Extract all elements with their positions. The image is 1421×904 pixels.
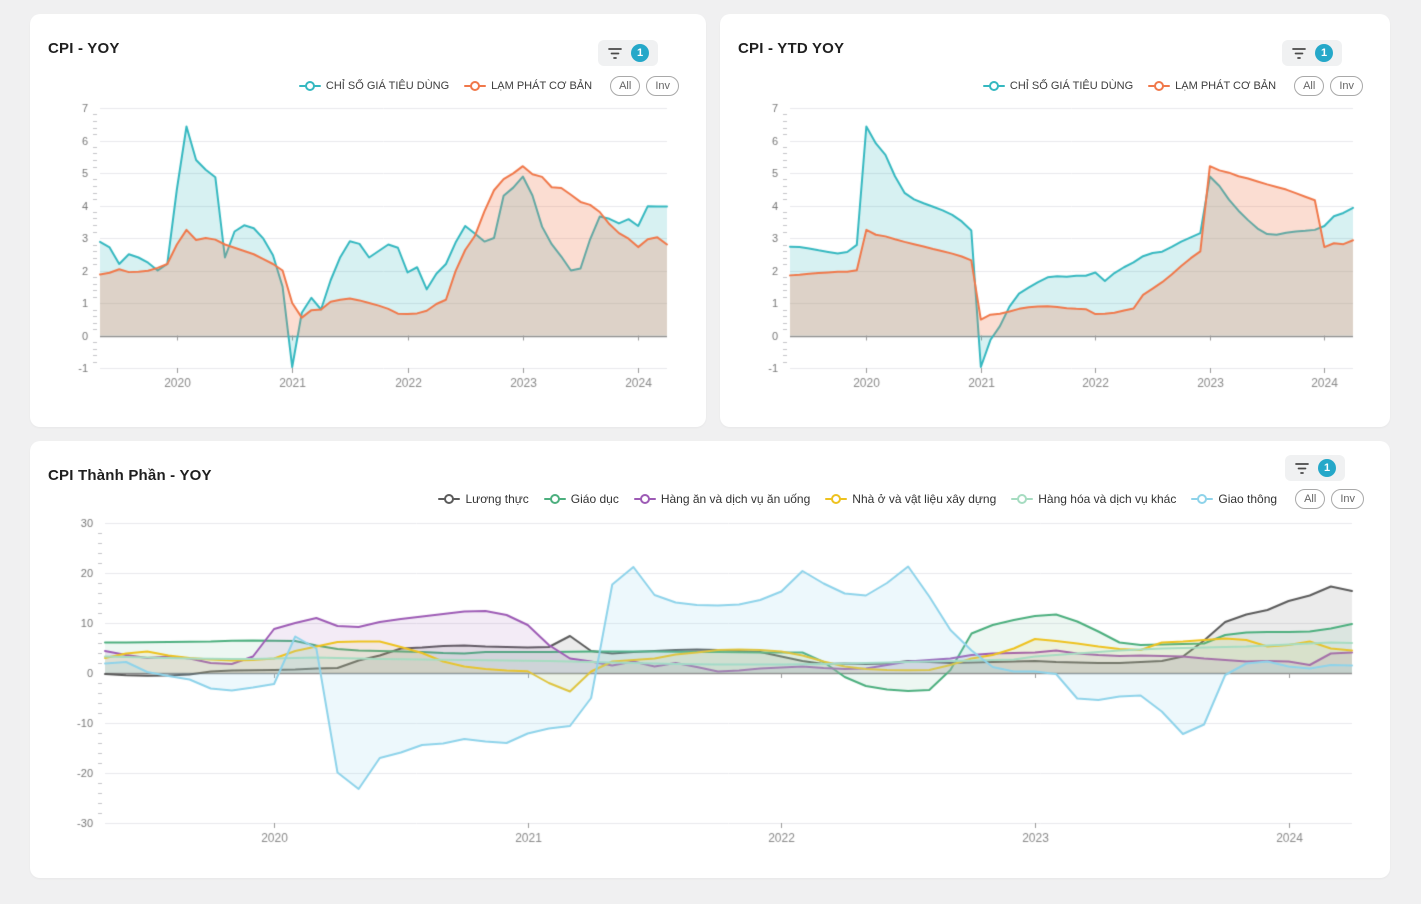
legend-line-marker-icon (464, 80, 487, 92)
legend-line-marker-icon (438, 493, 461, 505)
legend-item-5[interactable]: Giao thông (1191, 492, 1277, 506)
panel-title: CPI - YOY (48, 40, 120, 57)
filter-button[interactable]: 1 (1282, 40, 1342, 66)
legend-line-marker-icon (1148, 80, 1171, 92)
filter-count-badge: 1 (631, 44, 649, 62)
filter-count-badge: 1 (1318, 459, 1336, 477)
legend-label: Nhà ở và vật liệu xây dựng (852, 492, 997, 506)
panel-title: CPI Thành Phần - YOY (48, 467, 212, 484)
cpi-ytd-yoy-chart[interactable] (720, 14, 1390, 427)
filter-button[interactable]: 1 (598, 40, 658, 66)
legend-label: Giao thông (1218, 492, 1278, 506)
legend-item-0[interactable]: Lương thực (438, 492, 529, 506)
legend-line-marker-icon (1191, 493, 1214, 505)
legend-label: CHỈ SỐ GIÁ TIÊU DÙNG (325, 80, 450, 92)
legend-item-0[interactable]: CHỈ SỐ GIÁ TIÊU DÙNG (298, 80, 450, 92)
filter-icon (1292, 47, 1306, 59)
legend-item-1[interactable]: Giáo dục (543, 492, 619, 506)
legend: CHỈ SỐ GIÁ TIÊU DÙNG LẠM PHÁT CƠ BẢN All In… (298, 76, 679, 96)
legend-label: Giáo dục (570, 492, 619, 506)
legend: Lương thực Giáo dục Hàng ăn và dịch vụ ăn … (438, 489, 1364, 509)
cpi-yoy-chart[interactable] (30, 14, 706, 427)
legend-item-4[interactable]: Hàng hóa và dịch vụ khác (1011, 492, 1176, 506)
legend-all-button[interactable]: All (1295, 489, 1326, 509)
legend-item-3[interactable]: Nhà ở và vật liệu xây dựng (825, 492, 996, 506)
filter-icon (608, 47, 622, 59)
legend-label: LẠM PHÁT CƠ BẢN (491, 80, 593, 92)
legend: CHỈ SỐ GIÁ TIÊU DÙNG LẠM PHÁT CƠ BẢN All In… (982, 76, 1363, 96)
legend-line-marker-icon (1011, 493, 1034, 505)
legend-label: LẠM PHÁT CƠ BẢN (1175, 80, 1277, 92)
legend-line-marker-icon (543, 493, 566, 505)
cpi-components-chart[interactable] (30, 441, 1390, 878)
legend-item-1[interactable]: LẠM PHÁT CƠ BẢN (1148, 80, 1276, 92)
filter-button[interactable]: 1 (1285, 455, 1345, 481)
legend-all-button[interactable]: All (1294, 76, 1325, 96)
cpi-components-panel: CPI Thành Phần - YOY 1 Lương thực Giáo dụ… (30, 441, 1390, 878)
cpi-ytd-yoy-panel: CPI - YTD YOY 1 CHỈ SỐ GIÁ TIÊU DÙNG LẠM … (720, 14, 1390, 427)
legend-line-marker-icon (298, 80, 321, 92)
legend-inv-button[interactable]: Inv (1331, 489, 1364, 509)
legend-all-button[interactable]: All (610, 76, 641, 96)
filter-count-badge: 1 (1315, 44, 1333, 62)
legend-item-0[interactable]: CHỈ SỐ GIÁ TIÊU DÙNG (982, 80, 1134, 92)
legend-label: Hàng hóa và dịch vụ khác (1038, 492, 1177, 506)
panel-title: CPI - YTD YOY (738, 40, 845, 57)
legend-line-marker-icon (825, 493, 848, 505)
legend-inv-button[interactable]: Inv (1330, 76, 1363, 96)
legend-line-marker-icon (982, 80, 1005, 92)
cpi-yoy-panel: CPI - YOY 1 CHỈ SỐ GIÁ TIÊU DÙNG LẠM PHÁT… (30, 14, 706, 427)
legend-line-marker-icon (633, 493, 656, 505)
legend-item-2[interactable]: Hàng ăn và dịch vụ ăn uống (633, 492, 811, 506)
legend-label: Hàng ăn và dịch vụ ăn uống (660, 492, 811, 506)
legend-label: CHỈ SỐ GIÁ TIÊU DÙNG (1009, 80, 1134, 92)
filter-icon (1295, 462, 1309, 474)
legend-item-1[interactable]: LẠM PHÁT CƠ BẢN (464, 80, 592, 92)
legend-label: Lương thực (465, 492, 529, 506)
legend-inv-button[interactable]: Inv (646, 76, 679, 96)
